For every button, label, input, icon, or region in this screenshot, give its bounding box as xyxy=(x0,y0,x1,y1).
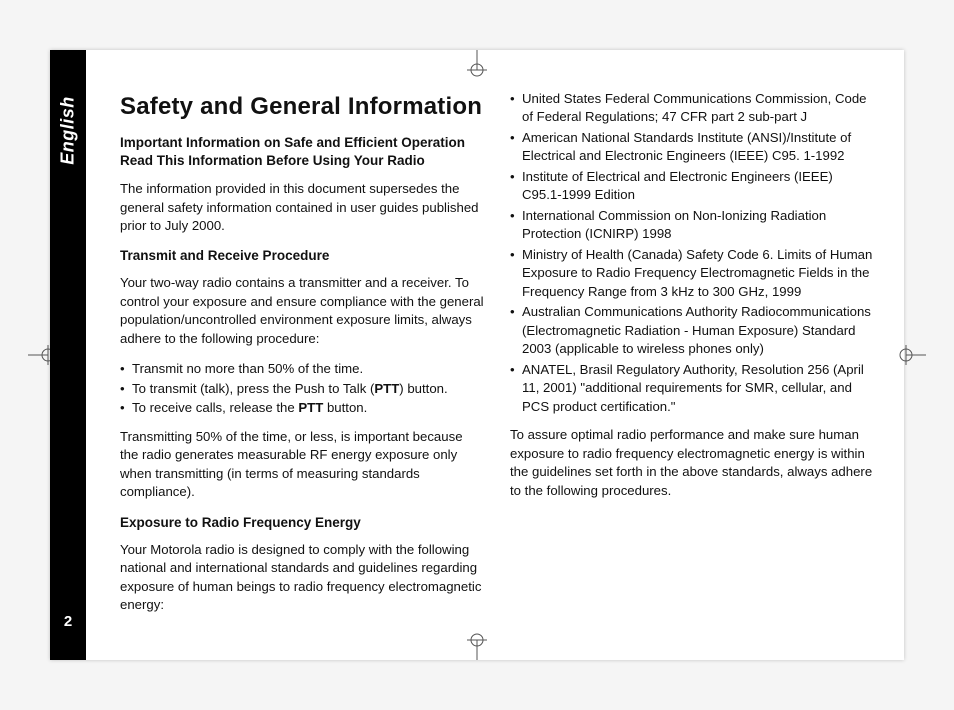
transmit-paragraph-2: Transmitting 50% of the time, or less, i… xyxy=(120,428,484,502)
subtitle: Important Information on Safe and Effici… xyxy=(120,134,484,170)
page: English 2 Safety and General Information… xyxy=(50,50,904,660)
content-area: Safety and General Information Important… xyxy=(120,90,874,640)
standards-bullets: United States Federal Communications Com… xyxy=(510,90,874,416)
list-item: United States Federal Communications Com… xyxy=(510,90,874,127)
crop-mark-right xyxy=(898,335,926,375)
intro-paragraph: The information provided in this documen… xyxy=(120,180,484,235)
list-item: Transmit no more than 50% of the time. xyxy=(120,360,484,378)
list-item: Australian Communications Authority Radi… xyxy=(510,303,874,358)
bullet-post: button. xyxy=(323,400,367,415)
side-language-tab: English 2 xyxy=(50,50,86,660)
list-item: International Commission on Non-Ionizing… xyxy=(510,207,874,244)
list-item: To transmit (talk), press the Push to Ta… xyxy=(120,380,484,398)
transmit-bullets: Transmit no more than 50% of the time. T… xyxy=(120,360,484,417)
right-column: United States Federal Communications Com… xyxy=(510,90,874,640)
list-item: To receive calls, release the PTT button… xyxy=(120,399,484,417)
transmit-paragraph-1: Your two-way radio contains a transmitte… xyxy=(120,274,484,348)
closing-paragraph: To assure optimal radio performance and … xyxy=(510,426,874,500)
subtitle-line-1: Important Information on Safe and Effici… xyxy=(120,135,465,150)
main-title: Safety and General Information xyxy=(120,90,484,124)
exposure-paragraph: Your Motorola radio is designed to compl… xyxy=(120,541,484,615)
bullet-bold: PTT xyxy=(374,381,399,396)
bullet-post: ) button. xyxy=(399,381,447,396)
bullet-bold: PTT xyxy=(298,400,323,415)
bullet-pre: To transmit (talk), press the Push to Ta… xyxy=(132,381,374,396)
page-number: 2 xyxy=(50,613,86,630)
section-head-exposure: Exposure to Radio Frequency Energy xyxy=(120,514,484,533)
left-column: Safety and General Information Important… xyxy=(120,90,484,640)
list-item: American National Standards Institute (A… xyxy=(510,129,874,166)
list-item: ANATEL, Brasil Regulatory Authority, Res… xyxy=(510,361,874,416)
crop-mark-top xyxy=(457,50,497,78)
section-head-transmit: Transmit and Receive Procedure xyxy=(120,247,484,266)
list-item: Ministry of Health (Canada) Safety Code … xyxy=(510,246,874,301)
bullet-pre: To receive calls, release the xyxy=(132,400,298,415)
list-item: Institute of Electrical and Electronic E… xyxy=(510,168,874,205)
side-language-label: English xyxy=(58,96,79,165)
bullet-text: Transmit no more than 50% of the time. xyxy=(132,361,363,376)
subtitle-line-2: Read This Information Before Using Your … xyxy=(120,153,425,168)
